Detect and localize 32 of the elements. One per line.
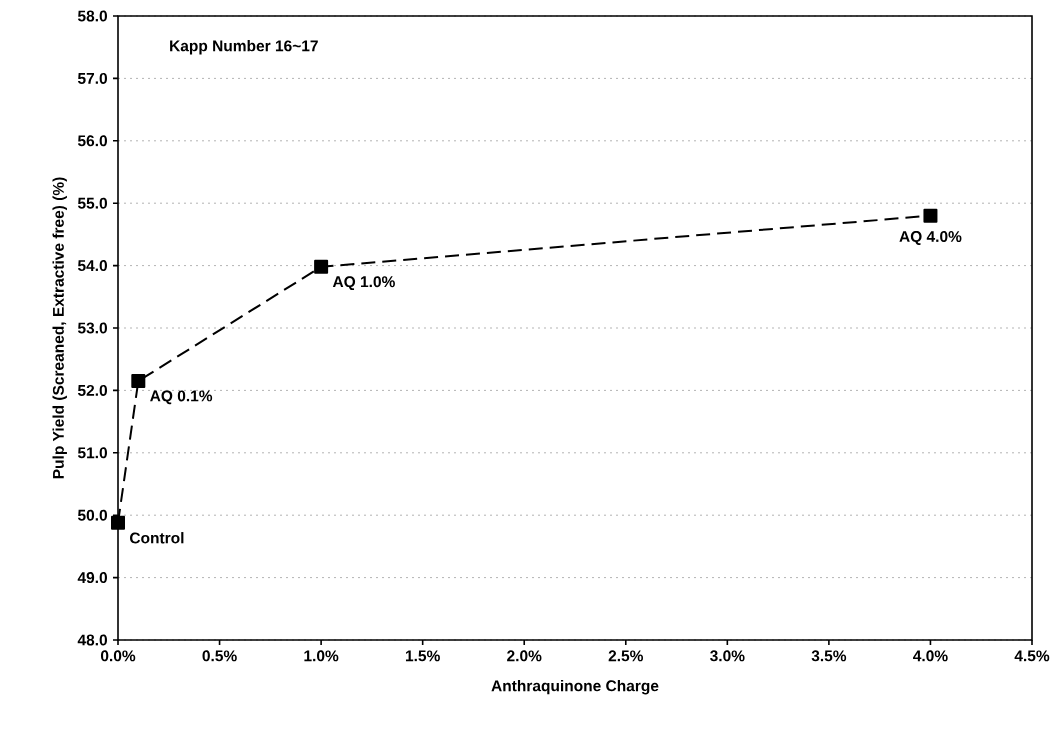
- x-tick-label: 1.0%: [304, 650, 339, 662]
- y-tick-label: 48.0: [77, 634, 107, 646]
- y-tick-label: 50.0: [77, 509, 107, 521]
- x-tick-label: 3.0%: [710, 650, 745, 662]
- annotation: AQ 1.0%: [332, 276, 395, 291]
- y-tick-label: 58.0: [77, 10, 107, 22]
- y-tick-label: 54.0: [77, 260, 107, 272]
- x-tick-label: 4.5%: [1014, 650, 1050, 662]
- y-tick-label: 57.0: [77, 72, 107, 84]
- y-tick-label: 55.0: [77, 197, 107, 209]
- x-tick-label: 1.5%: [405, 650, 440, 662]
- annotation: AQ 4.0%: [899, 231, 962, 245]
- x-tick-label: 3.5%: [811, 650, 847, 662]
- point: [111, 515, 125, 530]
- point: [131, 374, 146, 389]
- point: [314, 259, 329, 274]
- x-tick-label: 4.0%: [913, 650, 948, 662]
- x-tick-label: 2.0%: [507, 650, 542, 662]
- y-axis-title: Pulp Yield (Screaned, Extractive free) (%): [52, 177, 67, 479]
- annotation: Control: [130, 532, 184, 544]
- y-tick-label: 56.0: [77, 135, 107, 147]
- x-tick-label: 0.0%: [100, 650, 136, 662]
- x-axis-title: Anthraquinone Charge: [491, 679, 659, 695]
- y-tick-label: 52.0: [77, 384, 107, 396]
- point: [923, 208, 938, 223]
- y-tick-label: 53.0: [77, 322, 107, 334]
- x-tick-label: 0.5%: [202, 650, 237, 662]
- annotation: AQ 0.1%: [150, 390, 213, 405]
- y-tick-label: 51.0: [77, 447, 107, 459]
- y-tick-label: 49.0: [77, 572, 107, 584]
- x-tick-label: 2.5%: [608, 650, 644, 662]
- annotation: Kapp Number 16~17: [170, 39, 318, 55]
